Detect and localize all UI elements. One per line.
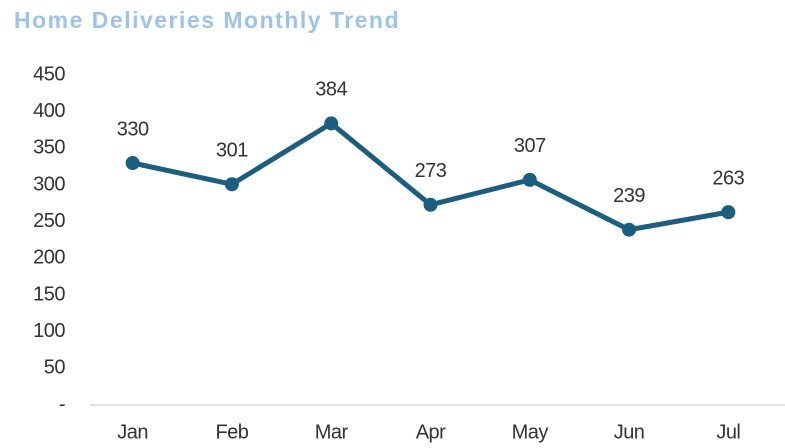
y-tick-label: - bbox=[59, 393, 65, 415]
data-label: 307 bbox=[514, 135, 546, 157]
data-point bbox=[622, 222, 637, 237]
data-point bbox=[721, 205, 736, 220]
y-tick-label: 50 bbox=[44, 357, 66, 379]
data-label: 330 bbox=[117, 118, 149, 140]
x-tick-label: May bbox=[512, 421, 549, 443]
x-tick-label: Jul bbox=[716, 421, 740, 443]
y-tick-label: 300 bbox=[33, 173, 65, 195]
data-label: 273 bbox=[415, 160, 447, 182]
x-tick-label: Mar bbox=[315, 421, 349, 443]
y-tick-label: 350 bbox=[33, 137, 65, 159]
y-tick-label: 100 bbox=[33, 320, 65, 342]
data-label: 263 bbox=[712, 167, 744, 189]
y-tick-label: 250 bbox=[33, 210, 65, 232]
y-tick-label: 400 bbox=[33, 100, 65, 122]
data-label: 301 bbox=[216, 140, 248, 162]
x-tick-label: Apr bbox=[416, 421, 446, 443]
x-tick-label: Jun bbox=[614, 421, 645, 443]
y-tick-label: 200 bbox=[33, 247, 65, 269]
data-label: 384 bbox=[315, 79, 347, 101]
x-tick-label: Jan bbox=[117, 421, 148, 443]
y-tick-label: 150 bbox=[33, 283, 65, 305]
data-label: 239 bbox=[613, 185, 645, 207]
data-point bbox=[324, 116, 339, 131]
chart-title: Home Deliveries Monthly Trend bbox=[14, 7, 400, 33]
data-point bbox=[522, 172, 537, 187]
data-point bbox=[125, 156, 140, 170]
data-point bbox=[423, 197, 438, 212]
x-tick-label: Feb bbox=[215, 421, 248, 443]
y-tick-label: 450 bbox=[33, 63, 65, 85]
data-point bbox=[224, 177, 239, 192]
